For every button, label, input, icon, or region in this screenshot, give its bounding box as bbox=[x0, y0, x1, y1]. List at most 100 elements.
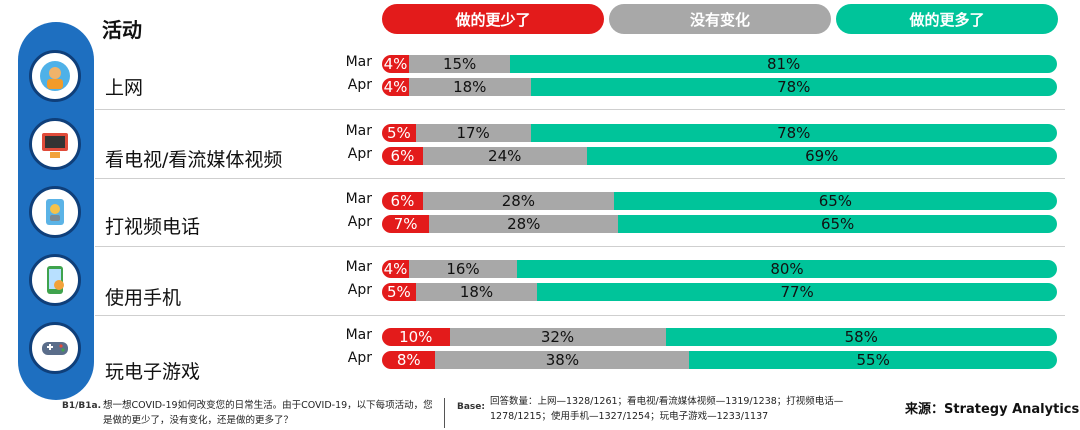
data-label: 24% bbox=[488, 147, 522, 165]
source-label: 来源：Strategy Analytics bbox=[905, 402, 1080, 417]
data-label: 65% bbox=[820, 215, 855, 233]
footnote-divider bbox=[444, 398, 445, 428]
bar-less: 10% bbox=[382, 328, 450, 346]
activity-label: 上网 bbox=[105, 77, 144, 99]
bar-row: 4% 18% 78% bbox=[382, 78, 1057, 96]
data-label: 4% bbox=[383, 260, 408, 278]
data-label: 78% bbox=[777, 124, 811, 142]
row-separator bbox=[95, 109, 1065, 110]
month-label: Mar bbox=[345, 327, 372, 343]
footnote-question: 想一想COVID-19如何改变您的日常生活。由于COVID-19，以下每项活动，… bbox=[103, 400, 433, 426]
bar-same: 18% bbox=[415, 283, 538, 301]
month-label: Apr bbox=[347, 350, 372, 366]
data-label: 65% bbox=[818, 192, 853, 210]
activity-label: 使用手机 bbox=[105, 287, 182, 309]
bar-row: 7% 28% 65% bbox=[382, 215, 1057, 233]
bar-row: 8% 38% 55% bbox=[382, 351, 1057, 369]
data-label: 81% bbox=[766, 55, 801, 73]
bar-same: 18% bbox=[409, 78, 531, 96]
bar-less: 5% bbox=[382, 124, 416, 142]
bar-same: 32% bbox=[449, 328, 666, 346]
bar-row: 4% 15% 81% bbox=[382, 55, 1057, 73]
bar-row: 10% 32% 58% bbox=[382, 328, 1057, 346]
legend-same: 没有变化 bbox=[609, 4, 831, 34]
data-label: 16% bbox=[446, 260, 480, 278]
globe-person-icon bbox=[29, 50, 81, 102]
bar-less: 8% bbox=[382, 351, 436, 369]
data-label: 55% bbox=[856, 351, 890, 369]
data-label: 38% bbox=[545, 351, 580, 369]
month-label: Apr bbox=[347, 146, 372, 162]
data-label: 28% bbox=[507, 215, 541, 233]
data-label: 28% bbox=[501, 192, 536, 210]
data-label: 8% bbox=[396, 351, 421, 369]
month-label: Apr bbox=[347, 77, 372, 93]
data-label: 32% bbox=[540, 328, 575, 346]
footnote-code: B1/B1a. bbox=[62, 401, 102, 411]
month-label: Mar bbox=[345, 54, 372, 70]
chart-header-title: 活动 bbox=[102, 18, 142, 42]
bar-more: 69% bbox=[586, 147, 1057, 165]
data-label: 4% bbox=[383, 78, 408, 96]
bar-more: 65% bbox=[613, 192, 1057, 210]
bar-more: 77% bbox=[537, 283, 1057, 301]
video-call-icon bbox=[29, 186, 81, 238]
bar-less: 7% bbox=[382, 215, 430, 233]
data-label: 17% bbox=[456, 124, 490, 142]
smartphone-icon bbox=[29, 254, 81, 306]
row-separator bbox=[95, 246, 1065, 247]
month-label: Apr bbox=[347, 214, 372, 230]
bar-less: 5% bbox=[382, 283, 416, 301]
data-label: 80% bbox=[770, 260, 804, 278]
tv-icon bbox=[29, 118, 81, 170]
row-separator bbox=[95, 315, 1065, 316]
data-label: 6% bbox=[390, 147, 415, 165]
data-label: 15% bbox=[442, 55, 477, 73]
data-label: 69% bbox=[805, 147, 839, 165]
month-label: Mar bbox=[345, 123, 372, 139]
data-label: 6% bbox=[390, 192, 415, 210]
legend-more: 做的更多了 bbox=[836, 4, 1058, 34]
activity-label: 看电视/看流媒体视频 bbox=[105, 149, 283, 171]
bar-row: 4% 16% 80% bbox=[382, 260, 1057, 278]
bar-same: 17% bbox=[415, 124, 531, 142]
bar-less: 4% bbox=[382, 260, 409, 278]
data-label: 5% bbox=[386, 124, 411, 142]
bar-row: 6% 24% 69% bbox=[382, 147, 1057, 165]
bar-same: 16% bbox=[409, 260, 517, 278]
bar-more: 78% bbox=[530, 124, 1057, 142]
activity-label: 打视频电话 bbox=[105, 216, 201, 238]
bar-row: 5% 17% 78% bbox=[382, 124, 1057, 142]
row-separator bbox=[95, 178, 1065, 179]
bar-less: 6% bbox=[382, 147, 423, 165]
data-label: 18% bbox=[453, 78, 487, 96]
bar-more: 55% bbox=[689, 351, 1057, 369]
data-label: 58% bbox=[844, 328, 878, 346]
bar-same: 15% bbox=[409, 55, 511, 73]
data-label: 7% bbox=[393, 215, 418, 233]
bar-same: 28% bbox=[422, 192, 614, 210]
bar-more: 81% bbox=[510, 55, 1057, 73]
bar-more: 78% bbox=[530, 78, 1057, 96]
bar-more: 58% bbox=[665, 328, 1057, 346]
bar-more: 65% bbox=[618, 215, 1057, 233]
data-label: 18% bbox=[459, 283, 494, 301]
footnote-base: 回答数量：上网—1328/1261；看电视/看流媒体视频—1319/1238；打… bbox=[490, 396, 844, 422]
bar-less: 6% bbox=[382, 192, 423, 210]
data-label: 10% bbox=[399, 328, 433, 346]
month-label: Mar bbox=[345, 191, 372, 207]
footnote-base-label: Base: bbox=[457, 402, 485, 412]
activity-label: 玩电子游戏 bbox=[105, 361, 201, 383]
bar-same: 24% bbox=[422, 147, 587, 165]
bar-less: 4% bbox=[382, 55, 409, 73]
data-label: 78% bbox=[777, 78, 811, 96]
data-label: 4% bbox=[383, 55, 408, 73]
data-label: 77% bbox=[780, 283, 814, 301]
bar-same: 38% bbox=[435, 351, 690, 369]
month-label: Mar bbox=[345, 259, 372, 275]
month-label: Apr bbox=[347, 282, 372, 298]
bar-same: 28% bbox=[429, 215, 619, 233]
gamepad-icon bbox=[29, 322, 81, 374]
bar-row: 6% 28% 65% bbox=[382, 192, 1057, 210]
bar-less: 4% bbox=[382, 78, 409, 96]
